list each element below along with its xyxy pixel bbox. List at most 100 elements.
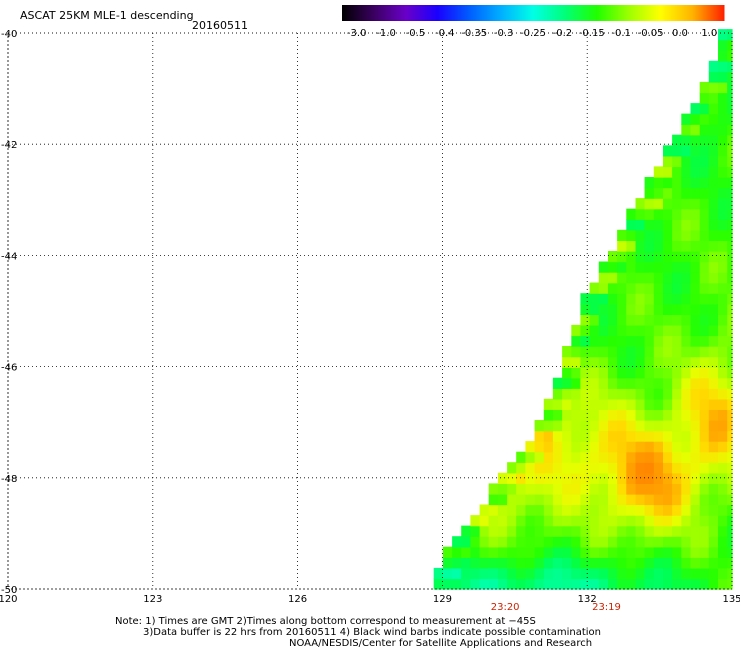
heatmap-cell [507, 515, 517, 527]
heatmap-cell [699, 430, 710, 442]
heatmap-cell [690, 124, 701, 136]
heatmap-cell [589, 472, 600, 484]
heatmap-cell [598, 409, 609, 421]
heatmap-cell [580, 346, 591, 358]
heatmap-cell [488, 504, 499, 516]
heatmap-cell [672, 335, 682, 347]
heatmap-cell [452, 578, 462, 590]
heatmap-cell [626, 536, 637, 548]
heatmap-cell [516, 451, 526, 463]
heatmap-cell [644, 420, 655, 432]
heatmap-cell [488, 567, 499, 580]
heatmap-cell [718, 219, 728, 231]
heatmap-cell [718, 472, 728, 484]
heatmap-cell [507, 472, 517, 484]
heatmap-cell [727, 441, 733, 453]
heatmap-cell [718, 536, 728, 548]
heatmap-cell [635, 208, 646, 220]
heatmap-cell [708, 60, 719, 72]
heatmap-cell [681, 335, 692, 347]
heatmap-cell [589, 346, 600, 358]
heatmap-cell [552, 398, 563, 410]
heatmap-cell [635, 536, 646, 548]
heatmap-cell [708, 251, 719, 263]
heatmap-cell [663, 578, 673, 590]
heatmap-cell [571, 377, 582, 389]
heatmap-cell [690, 493, 701, 506]
heatmap-cell [635, 229, 646, 241]
heatmap-cell [699, 504, 710, 516]
heatmap-cell [718, 420, 728, 432]
heatmap-cell [507, 462, 517, 474]
heatmap-cell [727, 177, 733, 189]
heatmap-cell [727, 303, 733, 315]
heatmap-cell [681, 462, 692, 474]
heatmap-cell [699, 546, 710, 558]
heatmap-cell [663, 187, 673, 199]
heatmap-cell [699, 314, 710, 326]
heatmap-cell [718, 81, 728, 94]
heatmap-cell [580, 314, 591, 326]
heatmap-cell [699, 420, 710, 432]
heatmap-cell [718, 493, 728, 506]
heatmap-cell [718, 261, 728, 273]
heatmap-cell [681, 441, 692, 453]
heatmap-cell [635, 483, 646, 495]
heatmap-cell [507, 536, 517, 548]
heatmap-cell [690, 240, 701, 252]
heatmap-cell [653, 451, 664, 463]
heatmap-cell [663, 546, 673, 558]
heatmap-cell [708, 71, 719, 83]
heatmap-cell [562, 377, 572, 389]
heatmap-cell [534, 525, 545, 537]
heatmap-cell [644, 272, 655, 284]
heatmap-cell [507, 525, 517, 537]
heatmap-cell [699, 198, 710, 210]
heatmap-cell [626, 251, 637, 263]
heatmap-cell [708, 504, 719, 516]
heatmap-cell [708, 145, 719, 157]
heatmap-cell [635, 504, 646, 516]
heatmap-cell [589, 493, 600, 506]
heatmap-cell [681, 303, 692, 315]
heatmap-cell [663, 430, 673, 442]
heatmap-cell [617, 493, 627, 506]
heatmap-cell [718, 134, 728, 146]
heatmap-cell [699, 536, 710, 548]
heatmap-cell [488, 578, 499, 590]
heatmap-cell [488, 515, 499, 527]
heatmap-cell [525, 515, 536, 527]
heatmap-cell [598, 483, 609, 495]
heatmap-cell [690, 356, 701, 368]
heatmap-cell [516, 536, 526, 548]
heatmap-cell [663, 525, 673, 537]
x-tick-label: 123 [143, 594, 162, 605]
heatmap-cell [653, 377, 664, 389]
heatmap-cell [626, 388, 637, 400]
heatmap-cell [708, 430, 719, 442]
heatmap-cell [690, 103, 701, 115]
heatmap-cell [727, 504, 733, 516]
heatmap-cell [589, 462, 600, 474]
heatmap-cell [681, 229, 692, 241]
heatmap-cell [635, 240, 646, 252]
heatmap-cell [644, 525, 655, 537]
heatmap-cell [727, 525, 733, 537]
heatmap-cell [571, 409, 582, 421]
heatmap-cell [552, 493, 563, 506]
heatmap-cell [589, 546, 600, 558]
heatmap-cell [644, 303, 655, 315]
heatmap-cell [598, 578, 609, 590]
heatmap-cell [672, 483, 682, 495]
heatmap-cell [598, 557, 609, 569]
heatmap-cell [543, 578, 554, 590]
pass-time-label: 23:19 [592, 602, 621, 613]
heatmap-cell [635, 198, 646, 210]
heatmap-cell [672, 293, 682, 305]
heatmap-cell [708, 493, 719, 506]
heatmap-cell [672, 546, 682, 558]
heatmap-cell [727, 155, 733, 168]
heatmap-cell [681, 187, 692, 199]
heatmap-cell [690, 219, 701, 231]
heatmap-cell [543, 430, 554, 442]
